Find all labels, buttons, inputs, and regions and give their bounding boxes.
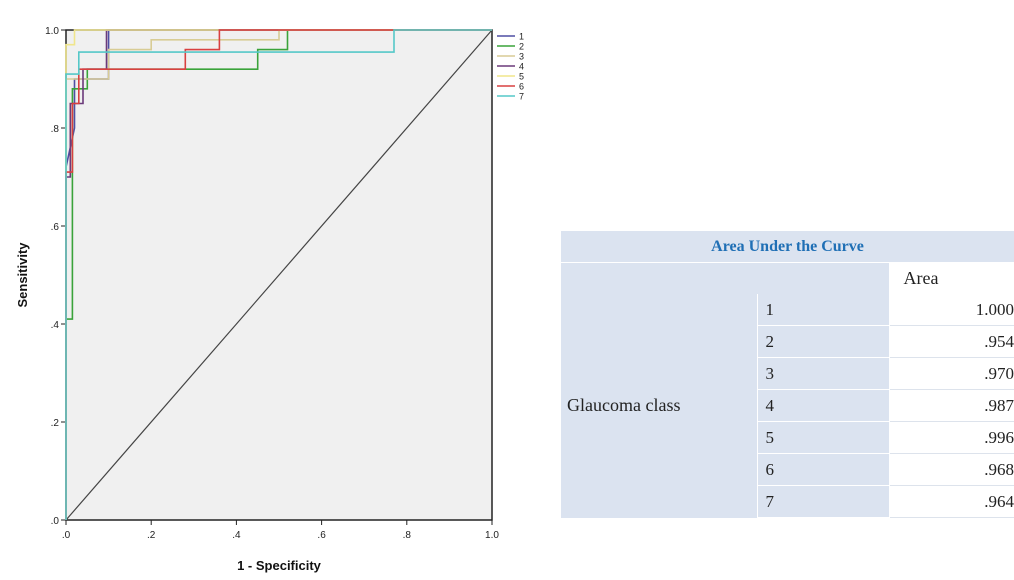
auc-class-cell: 3 xyxy=(757,357,890,390)
y-tick-label: .4 xyxy=(51,320,60,331)
y-axis: .0 .2 .4 .6 .8 1.0 xyxy=(45,26,66,527)
y-axis-label: Sensitivity xyxy=(15,242,30,308)
auc-table-body: Glaucoma class 1 1.000 2.954 3.970 4.987 5.996… xyxy=(561,294,1014,518)
auc-table-row: 7.964 xyxy=(561,485,1014,518)
auc-class-cell: 7 xyxy=(757,485,890,518)
auc-value-cell: .954 xyxy=(889,325,1014,358)
y-tick-label: .6 xyxy=(51,222,60,233)
auc-class-cell: 6 xyxy=(757,453,890,486)
auc-table-row: 3.970 xyxy=(561,357,1014,390)
legend-label-4: 4 xyxy=(519,62,524,72)
auc-class-cell: 5 xyxy=(757,421,890,454)
x-tick-label: .2 xyxy=(147,530,156,541)
x-axis-label: 1 - Specificity xyxy=(237,558,322,573)
auc-row-label: Glaucoma class xyxy=(561,294,758,518)
auc-table-container: Area Under the Curve Area Glaucoma class… xyxy=(561,231,1014,518)
x-tick-label: .8 xyxy=(403,530,412,541)
auc-value-cell: 1.000 xyxy=(889,294,1014,326)
y-tick-label: .8 xyxy=(51,124,60,135)
y-tick-label: .0 xyxy=(51,516,60,527)
auc-table-row: 4.987 xyxy=(561,389,1014,422)
auc-class-cell: 1 xyxy=(757,294,890,326)
auc-table-row: 2.954 xyxy=(561,325,1014,358)
auc-value-cell: .964 xyxy=(889,485,1014,518)
legend-label-2: 2 xyxy=(519,42,524,52)
auc-value-cell: .968 xyxy=(889,453,1014,486)
roc-curves xyxy=(65,29,492,520)
legend-label-6: 6 xyxy=(519,82,524,92)
legend-label-1: 1 xyxy=(519,32,524,42)
roc-curve-7 xyxy=(65,29,492,520)
x-tick-label: .4 xyxy=(232,530,241,541)
auc-table: Area Under the Curve Area Glaucoma class… xyxy=(561,231,1014,518)
legend-label-3: 3 xyxy=(519,52,524,62)
roc-curve-4 xyxy=(65,29,492,520)
auc-table-title: Area Under the Curve xyxy=(561,231,1014,263)
auc-table-row: 6.968 xyxy=(561,453,1014,486)
y-tick-label: .2 xyxy=(51,418,60,429)
auc-class-cell: 4 xyxy=(757,389,890,422)
x-tick-label: 1.0 xyxy=(485,530,499,541)
auc-value-cell: .996 xyxy=(889,421,1014,454)
auc-value-cell: .987 xyxy=(889,389,1014,422)
roc-curve-3 xyxy=(65,29,492,520)
diagonal-reference-line xyxy=(65,29,493,521)
legend-label-5: 5 xyxy=(519,72,524,82)
auc-table-row: 5.996 xyxy=(561,421,1014,454)
auc-column-header: Area xyxy=(889,262,1014,294)
x-axis: .0 .2 .4 .6 .8 1.0 xyxy=(62,520,499,541)
legend-label-7: 7 xyxy=(519,92,524,102)
auc-class-cell: 2 xyxy=(757,325,890,358)
auc-header-blank xyxy=(561,262,890,294)
x-tick-label: .6 xyxy=(317,530,326,541)
x-tick-label: .0 xyxy=(62,530,71,541)
auc-value-cell: .970 xyxy=(889,357,1014,390)
auc-table-row: Glaucoma class 1 1.000 xyxy=(561,294,1014,518)
y-tick-label: 1.0 xyxy=(45,26,59,37)
